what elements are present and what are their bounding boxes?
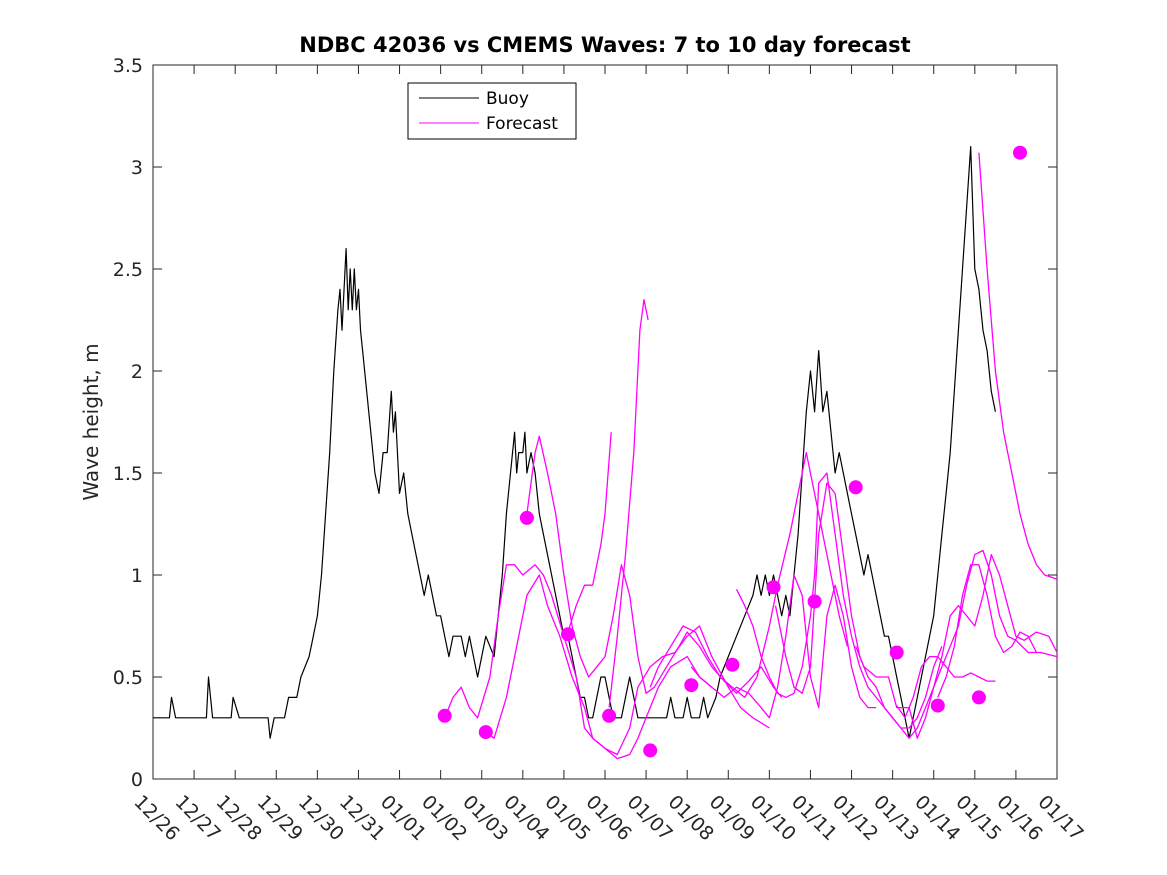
x-tick-label: 01/01 (376, 791, 430, 845)
forecast-marker (684, 678, 699, 693)
y-tick-label: 0 (131, 769, 143, 791)
forecast-marker (766, 580, 781, 595)
forecast-marker (1013, 145, 1027, 160)
y-tick-label: 3.5 (113, 55, 143, 77)
legend: Buoy Forecast (407, 82, 577, 140)
x-tick-label: 01/03 (458, 791, 512, 845)
forecast-line (690, 574, 877, 719)
x-tick-label: 12/31 (335, 791, 389, 845)
y-axis-label: Wave height, m (79, 343, 103, 500)
forecast-marker (643, 743, 658, 758)
x-tick-label: 01/12 (828, 791, 882, 845)
forecast-marker (848, 480, 863, 495)
y-tick-label: 0.5 (113, 667, 143, 689)
x-tick-label: 12/26 (129, 791, 183, 845)
x-tick-label: 12/30 (294, 791, 348, 845)
forecast-marker (602, 708, 617, 723)
forecast-line (649, 451, 849, 699)
x-tick-label: 01/06 (581, 791, 635, 845)
forecast-marker (889, 645, 904, 660)
x-tick-label: 01/08 (664, 791, 718, 845)
x-tick-label: 01/14 (910, 791, 964, 845)
forecast-line (937, 564, 1038, 698)
x-tick-label: 12/29 (253, 791, 307, 845)
forecast-series (444, 152, 1058, 760)
x-tick-label: 01/13 (869, 791, 923, 845)
forecast-line (526, 435, 783, 698)
chart-title: NDBC 42036 vs CMEMS Waves: 7 to 10 day f… (299, 33, 910, 57)
x-tick-label: 01/09 (705, 791, 759, 845)
x-tick-label: 12/27 (171, 791, 225, 845)
forecast-marker (930, 698, 945, 713)
forecast-line (855, 549, 1058, 739)
legend-forecast-label: Forecast (486, 114, 558, 134)
forecast-line (608, 298, 649, 708)
forecast-markers (437, 145, 1027, 758)
forecast-line (567, 432, 612, 633)
x-tick-label: 01/05 (540, 791, 594, 845)
x-tick-label: 01/07 (623, 791, 677, 845)
x-tick-label: 01/10 (746, 791, 800, 845)
y-tick-label: 3 (131, 157, 143, 179)
x-tick-label: 01/15 (951, 791, 1005, 845)
forecast-line (774, 482, 1058, 739)
forecast-marker (437, 708, 452, 723)
y-tick-label: 1 (131, 565, 143, 587)
forecast-marker (971, 690, 986, 705)
forecast-marker (519, 510, 534, 525)
forecast-marker (807, 594, 822, 609)
x-tick-label: 01/11 (787, 791, 841, 845)
x-tick-label: 01/04 (499, 791, 553, 845)
forecast-marker (478, 725, 493, 740)
forecast-line (896, 655, 996, 719)
x-tick-label: 01/17 (1033, 791, 1087, 845)
y-tick-label: 1.5 (113, 463, 143, 485)
plot-area (152, 64, 1058, 780)
y-tick-label: 2.5 (113, 259, 143, 281)
x-tick-label: 12/28 (212, 791, 266, 845)
y-axis: 0 0.5 1 1.5 2 2.5 3 3.5 (113, 55, 1057, 791)
x-tick-label: 01/02 (417, 791, 471, 845)
forecast-line (735, 472, 943, 729)
forecast-line (485, 574, 770, 756)
legend-box (407, 82, 577, 140)
forecast-line (978, 152, 1058, 580)
y-tick-label: 2 (131, 361, 143, 383)
legend-buoy-label: Buoy (486, 89, 529, 109)
forecast-marker (561, 627, 575, 642)
forecast-marker (725, 657, 740, 672)
x-tick-label: 01/16 (992, 791, 1046, 845)
